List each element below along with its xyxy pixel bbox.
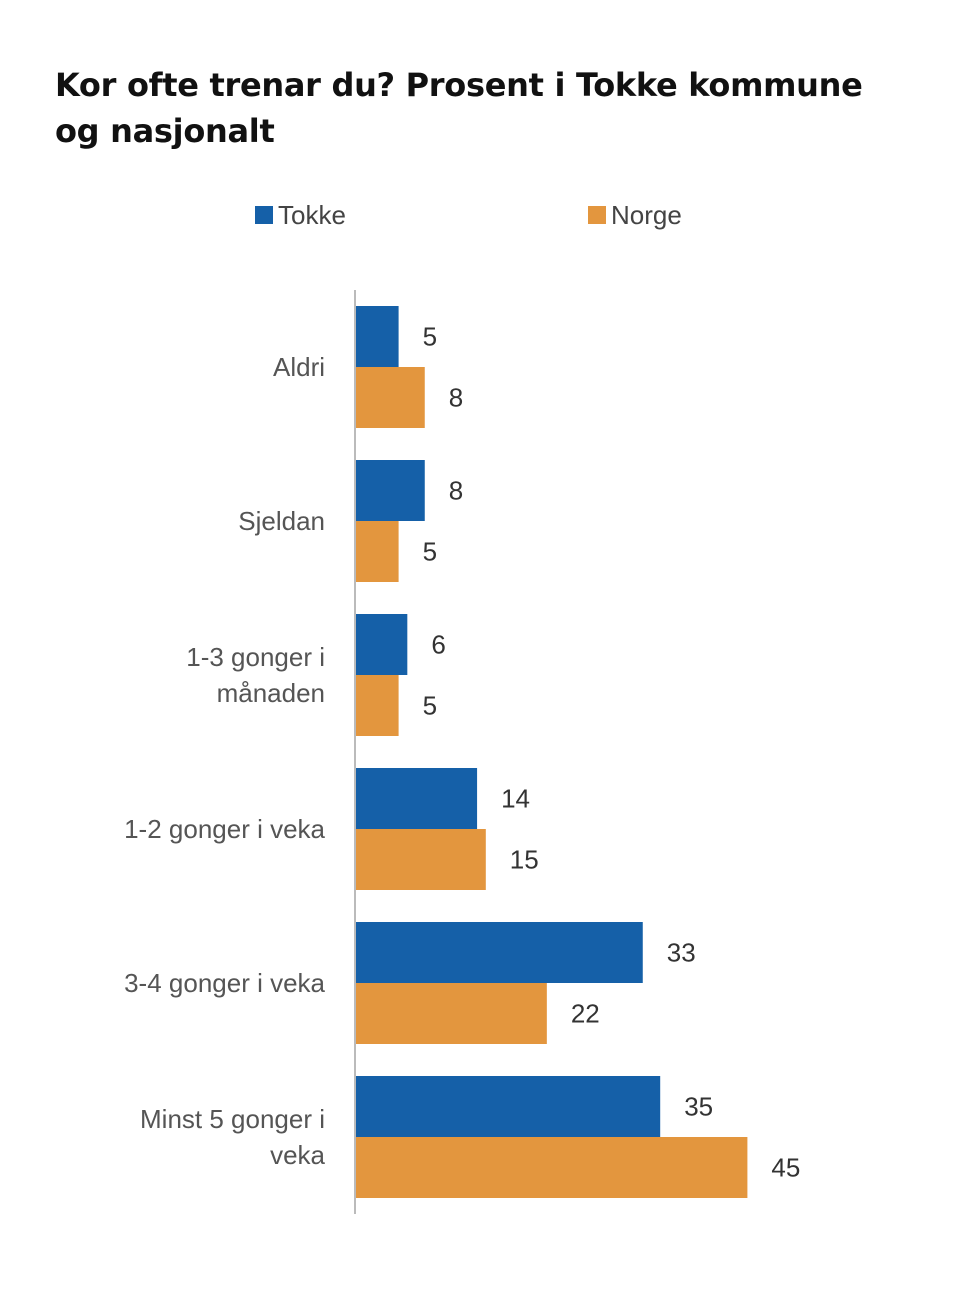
data-label-norge-3-4-gonger-i-veka: 22 — [571, 999, 600, 1029]
category-label-3-4-gonger-i-veka: 3-4 gonger i veka — [124, 968, 325, 998]
bar-norge-1-2-gonger-i-veka — [355, 829, 486, 890]
bar-norge-3-4-gonger-i-veka — [355, 983, 547, 1044]
bar-tokke-1-3-gonger-i-manaden — [355, 614, 408, 675]
data-label-norge-1-3-gonger-i-manaden: 5 — [423, 691, 437, 721]
legend-swatch-tokke — [255, 206, 273, 224]
legend-swatch-norge — [588, 206, 606, 224]
data-label-tokke-1-2-gonger-i-veka: 14 — [501, 784, 530, 814]
legend-item-norge: Norge — [588, 198, 682, 232]
data-label-norge-sjeldan: 5 — [423, 537, 437, 567]
data-label-norge-1-2-gonger-i-veka: 15 — [510, 845, 539, 875]
legend-item-tokke: Tokke — [255, 198, 346, 232]
category-label-minst-5-gonger-i-veka-line-2: veka — [270, 1140, 325, 1170]
bar-tokke-sjeldan — [355, 460, 425, 521]
bar-tokke-3-4-gonger-i-veka — [355, 922, 643, 983]
data-label-tokke-aldri: 5 — [423, 322, 437, 352]
data-label-tokke-minst-5-gonger-i-veka: 35 — [684, 1092, 713, 1122]
category-label-1-3-gonger-i-manaden-line-1: 1-3 gonger i — [186, 642, 325, 672]
data-label-tokke-sjeldan: 8 — [449, 476, 463, 506]
bar-norge-1-3-gonger-i-manaden — [355, 675, 399, 736]
data-label-norge-aldri: 8 — [449, 383, 463, 413]
bar-norge-minst-5-gonger-i-veka — [355, 1137, 748, 1198]
data-label-tokke-3-4-gonger-i-veka: 33 — [667, 938, 696, 968]
legend-label-norge: Norge — [611, 199, 682, 230]
category-label-aldri: Aldri — [273, 352, 325, 382]
bar-tokke-1-2-gonger-i-veka — [355, 768, 478, 829]
bar-norge-sjeldan — [355, 521, 399, 582]
legend-label-tokke: Tokke — [278, 199, 346, 230]
category-label-1-3-gonger-i-manaden-line-2: månaden — [217, 678, 325, 708]
category-label-minst-5-gonger-i-veka-line-1: Minst 5 gonger i — [140, 1104, 325, 1134]
bar-tokke-aldri — [355, 306, 399, 367]
bar-tokke-minst-5-gonger-i-veka — [355, 1076, 661, 1137]
category-label-sjeldan: Sjeldan — [238, 506, 325, 536]
chart-title: Kor ofte trenar du? Prosent i Tokke komm… — [55, 66, 863, 150]
category-label-1-2-gonger-i-veka: 1-2 gonger i veka — [124, 814, 325, 844]
data-label-tokke-1-3-gonger-i-manaden: 6 — [431, 630, 445, 660]
bar-norge-aldri — [355, 367, 425, 428]
data-label-norge-minst-5-gonger-i-veka: 45 — [771, 1153, 800, 1183]
